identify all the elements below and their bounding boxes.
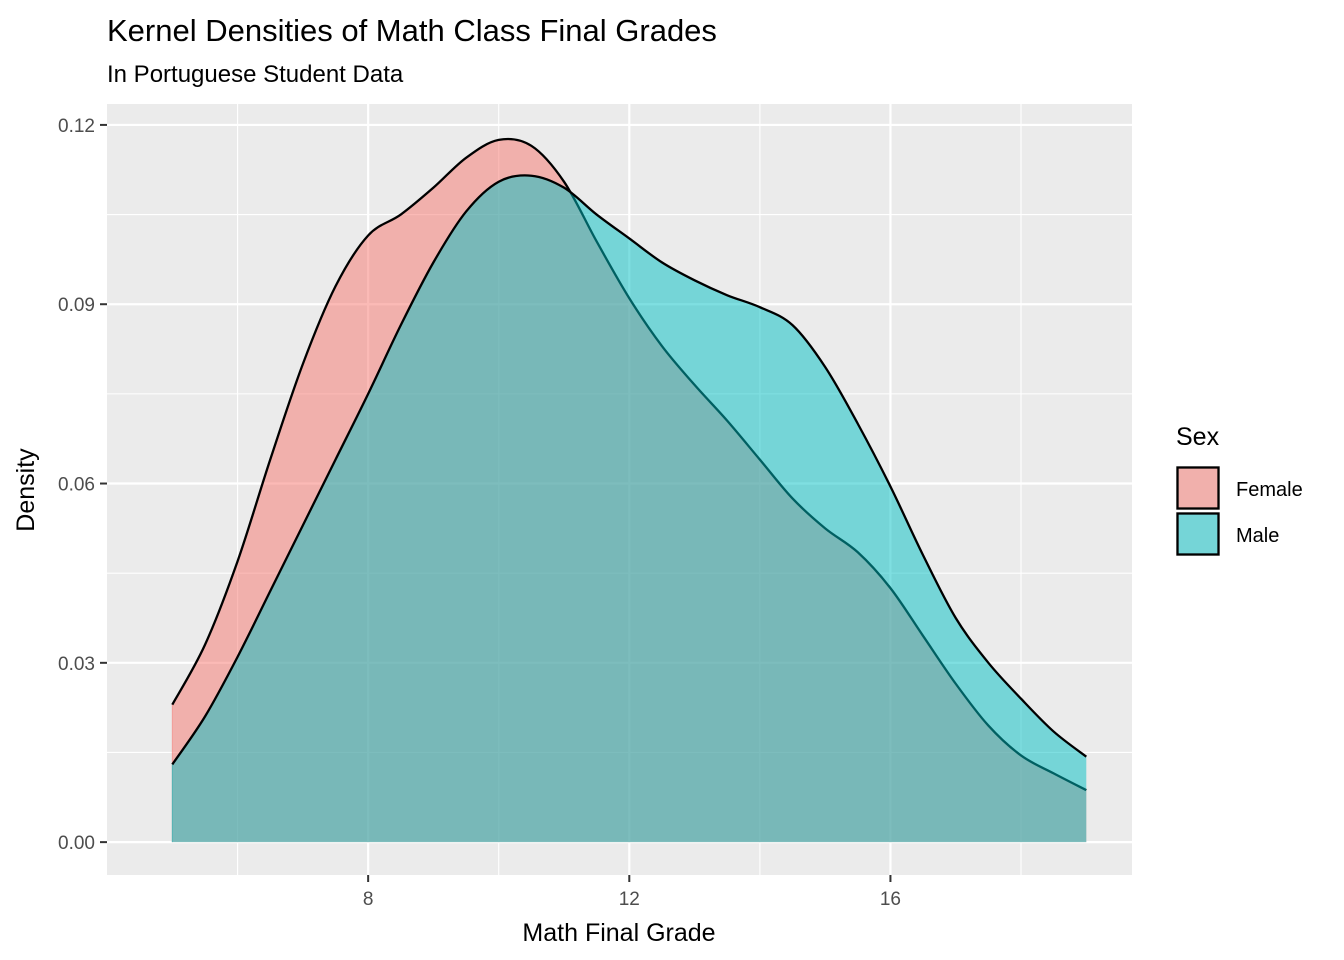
legend-label-female: Female <box>1236 479 1303 501</box>
legend-title: Sex <box>1176 423 1220 451</box>
x-axis: 8 12 16 <box>363 875 901 910</box>
y-tick-label: 0.12 <box>58 116 95 137</box>
legend-key-male <box>1176 512 1220 556</box>
male-density-line <box>171 174 1088 766</box>
male-density-area <box>172 175 1087 843</box>
x-axis-title: Math Final Grade <box>522 919 715 947</box>
chart-subtitle: In Portuguese Student Data <box>107 61 404 88</box>
legend: Sex Female Male <box>1176 423 1303 556</box>
legend-label-male: Male <box>1236 525 1279 547</box>
x-tick-label: 8 <box>363 889 374 910</box>
y-tick-label: 0.00 <box>58 833 95 854</box>
y-tick-label: 0.09 <box>58 295 95 316</box>
y-tick-label: 0.06 <box>58 475 95 496</box>
y-tick-label: 0.03 <box>58 654 95 675</box>
chart-title: Kernel Densities of Math Class Final Gra… <box>107 13 717 48</box>
x-tick-label: 16 <box>880 889 901 910</box>
legend-key-female <box>1176 466 1220 510</box>
x-tick-label: 12 <box>619 889 640 910</box>
y-axis: 0.00 0.03 0.06 0.09 0.12 <box>58 116 107 854</box>
density-areas <box>171 137 1088 843</box>
y-axis-title: Density <box>12 448 40 532</box>
